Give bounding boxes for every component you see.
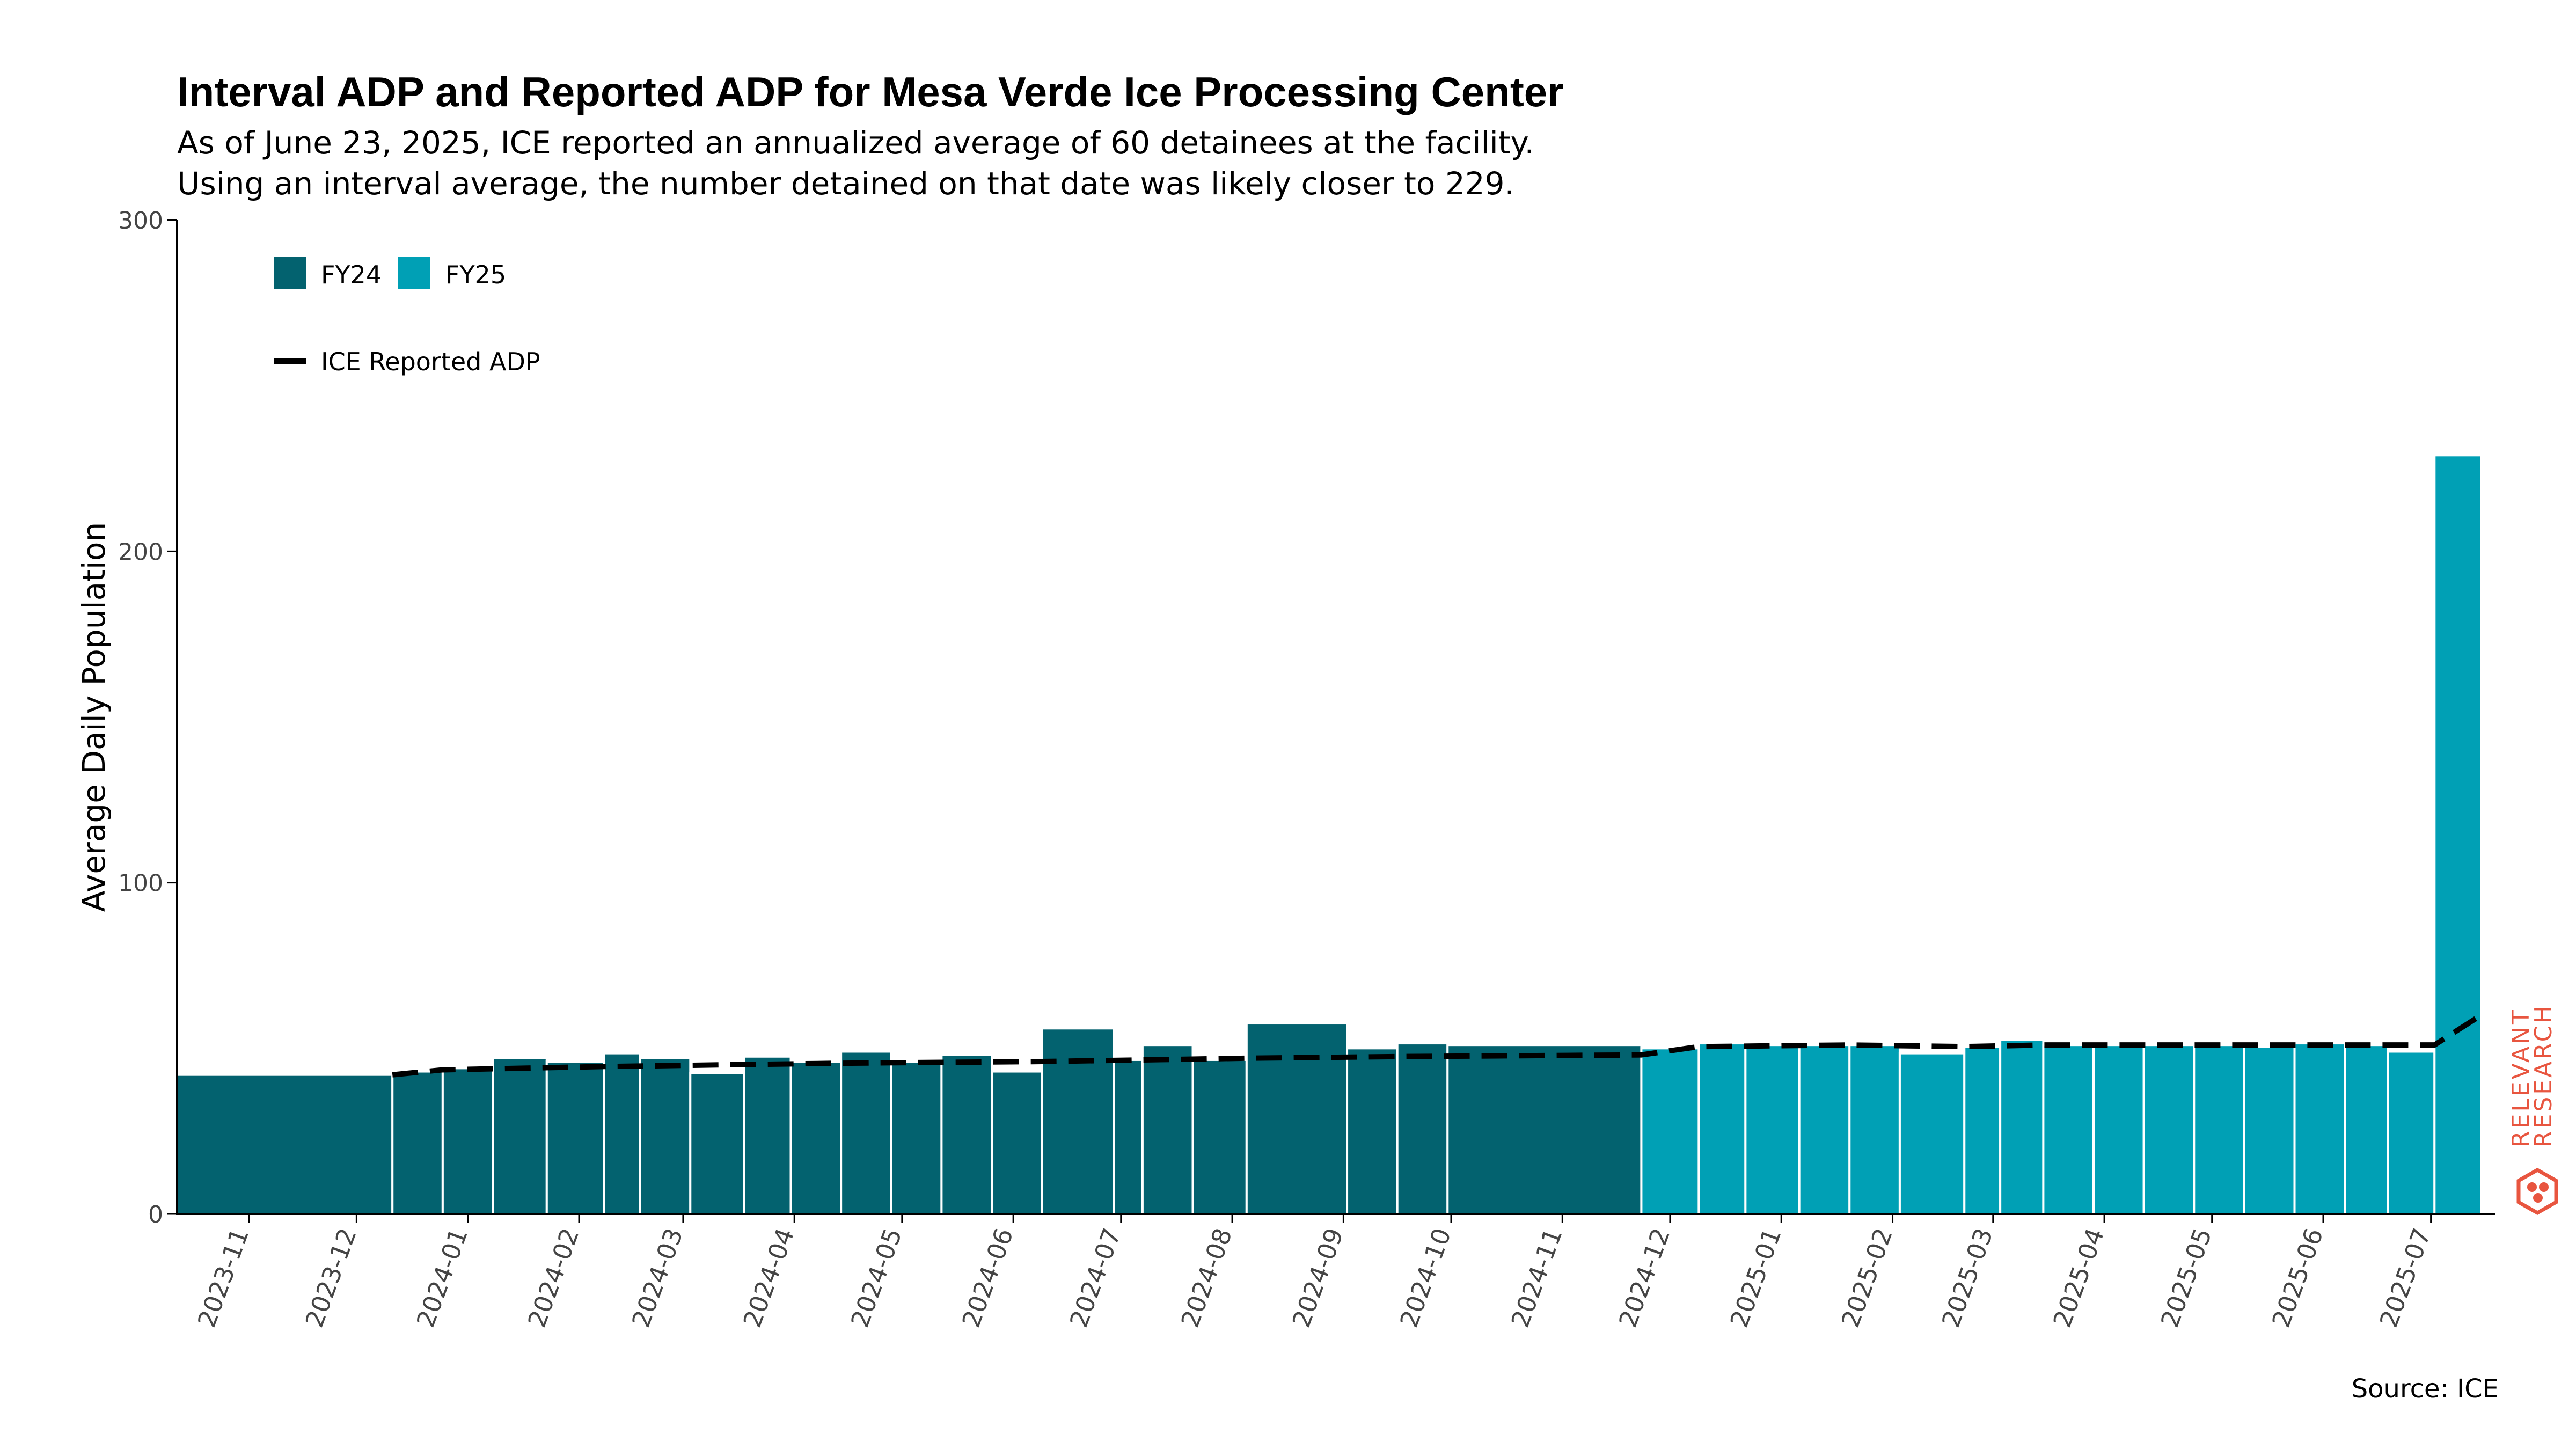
logo-hexagon-icon [2516,1167,2558,1216]
interval-adp-bar-15 [1113,1058,1144,1215]
x-tick-label-2024-09: 2024-09 [1286,1224,1349,1331]
interval-adp-bar-2 [441,1067,494,1215]
x-tick-label-2024-10: 2024-10 [1394,1224,1457,1331]
interval-adp-bar-6 [639,1057,692,1216]
interval-adp-bar-33 [2193,1044,2245,1216]
x-tick-label-2025-07: 2025-07 [2374,1224,2436,1331]
interval-adp-bar-12 [940,1053,993,1216]
y-tick-label-300: 300 [118,207,163,235]
chart-subtitle: As of June 23, 2025, ICE reported an ann… [177,122,1534,204]
interval-adp-bar-24 [1744,1044,1801,1216]
interval-adp-bar-16 [1141,1044,1194,1216]
interval-adp-bar-4 [545,1060,605,1215]
interval-adp-bar-9 [789,1060,843,1215]
interval-adp-bar-36 [2344,1044,2389,1216]
x-tick-label-2024-01: 2024-01 [411,1224,473,1331]
x-tick-label-2024-07: 2024-07 [1064,1224,1126,1331]
interval-adp-bar-21 [1446,1044,1643,1216]
interval-adp-bar-30 [2042,1044,2095,1216]
interval-adp-bar-19 [1346,1047,1399,1216]
subtitle-line-2: Using an interval average, the number de… [177,165,1514,202]
x-tick-label-2024-03: 2024-03 [626,1224,689,1331]
legend-label-fy24: FY24 [321,260,382,289]
x-tick-label-2024-08: 2024-08 [1175,1224,1238,1331]
y-tick-label-0: 0 [148,1201,163,1228]
interval-adp-bar-35 [2293,1042,2346,1216]
x-tick-label-2025-03: 2025-03 [1936,1224,1999,1331]
interval-adp-bar-8 [743,1055,792,1216]
interval-adp-bar-1 [391,1070,444,1215]
chart-title: Interval ADP and Reported ADP for Mesa V… [177,68,1564,115]
interval-adp-bar-17 [1191,1058,1248,1215]
interval-adp-bar-37 [2387,1050,2436,1216]
y-tick-label-100: 100 [118,870,163,897]
interval-adp-bar-29 [1999,1038,2045,1216]
y-tick-label-200: 200 [118,538,163,566]
x-tick-label-2024-06: 2024-06 [956,1224,1019,1331]
interval-adp-bar-20 [1396,1042,1449,1216]
interval-adp-bar-3 [492,1057,548,1216]
interval-adp-bar-31 [2092,1044,2145,1216]
interval-adp-bar-28 [1963,1045,2002,1216]
x-tick-label-2025-04: 2025-04 [2047,1224,2110,1331]
interval-adp-bar-38 [2433,454,2483,1215]
legend-swatch-fy24 [274,257,306,289]
interval-adp-bar-5 [603,1052,641,1216]
logo-text-research: RESEARCH [2530,1004,2557,1147]
x-tick-label-2025-06: 2025-06 [2266,1224,2329,1331]
interval-adp-bar-23 [1697,1042,1747,1216]
logo-text-relevant: RELEVANT [2512,1008,2535,1147]
source-caption: Source: ICE [2351,1374,2499,1404]
interval-adp-bar-0 [176,1073,394,1215]
x-tick-label-2024-04: 2024-04 [737,1224,800,1331]
y-axis-label: Average Daily Population [76,522,112,912]
legend-label-reported-adp: ICE Reported ADP [321,347,540,376]
x-tick-label-2025-05: 2025-05 [2155,1224,2218,1331]
interval-adp-bar-7 [689,1072,745,1215]
interval-adp-bar-32 [2142,1044,2196,1216]
interval-adp-bar-26 [1848,1044,1901,1216]
x-tick-label-2024-12: 2024-12 [1613,1224,1675,1331]
interval-adp-bar-13 [991,1070,1043,1215]
legend-swatch-fy25 [398,257,430,289]
x-tick-label-2023-12: 2023-12 [299,1224,362,1331]
subtitle-line-1: As of June 23, 2025, ICE reported an ann… [177,125,1534,161]
interval-adp-bar-22 [1640,1047,1700,1216]
reported-adp-line [392,1013,2483,1078]
interval-adp-bar-25 [1798,1044,1851,1216]
interval-adp-bar-14 [1041,1027,1115,1215]
x-tick-label-2025-02: 2025-02 [1835,1224,1898,1331]
relevant-research-logo: RELEVANT RESEARCH [2512,1004,2558,1216]
interval-adp-bar-18 [1245,1022,1349,1215]
x-tick-label-2024-02: 2024-02 [522,1224,584,1331]
x-tick-label-2024-11: 2024-11 [1505,1224,1568,1331]
interval-adp-bar-10 [840,1050,892,1216]
interval-adp-bar-27 [1898,1052,1966,1216]
x-tick-label-2024-05: 2024-05 [845,1224,908,1331]
x-tick-label-2023-11: 2023-11 [192,1224,254,1331]
interval-adp-bar-34 [2243,1045,2296,1216]
interval-adp-bar-11 [890,1060,943,1215]
x-tick-label-2025-01: 2025-01 [1724,1224,1787,1331]
legend-label-fy25: FY25 [445,260,506,289]
